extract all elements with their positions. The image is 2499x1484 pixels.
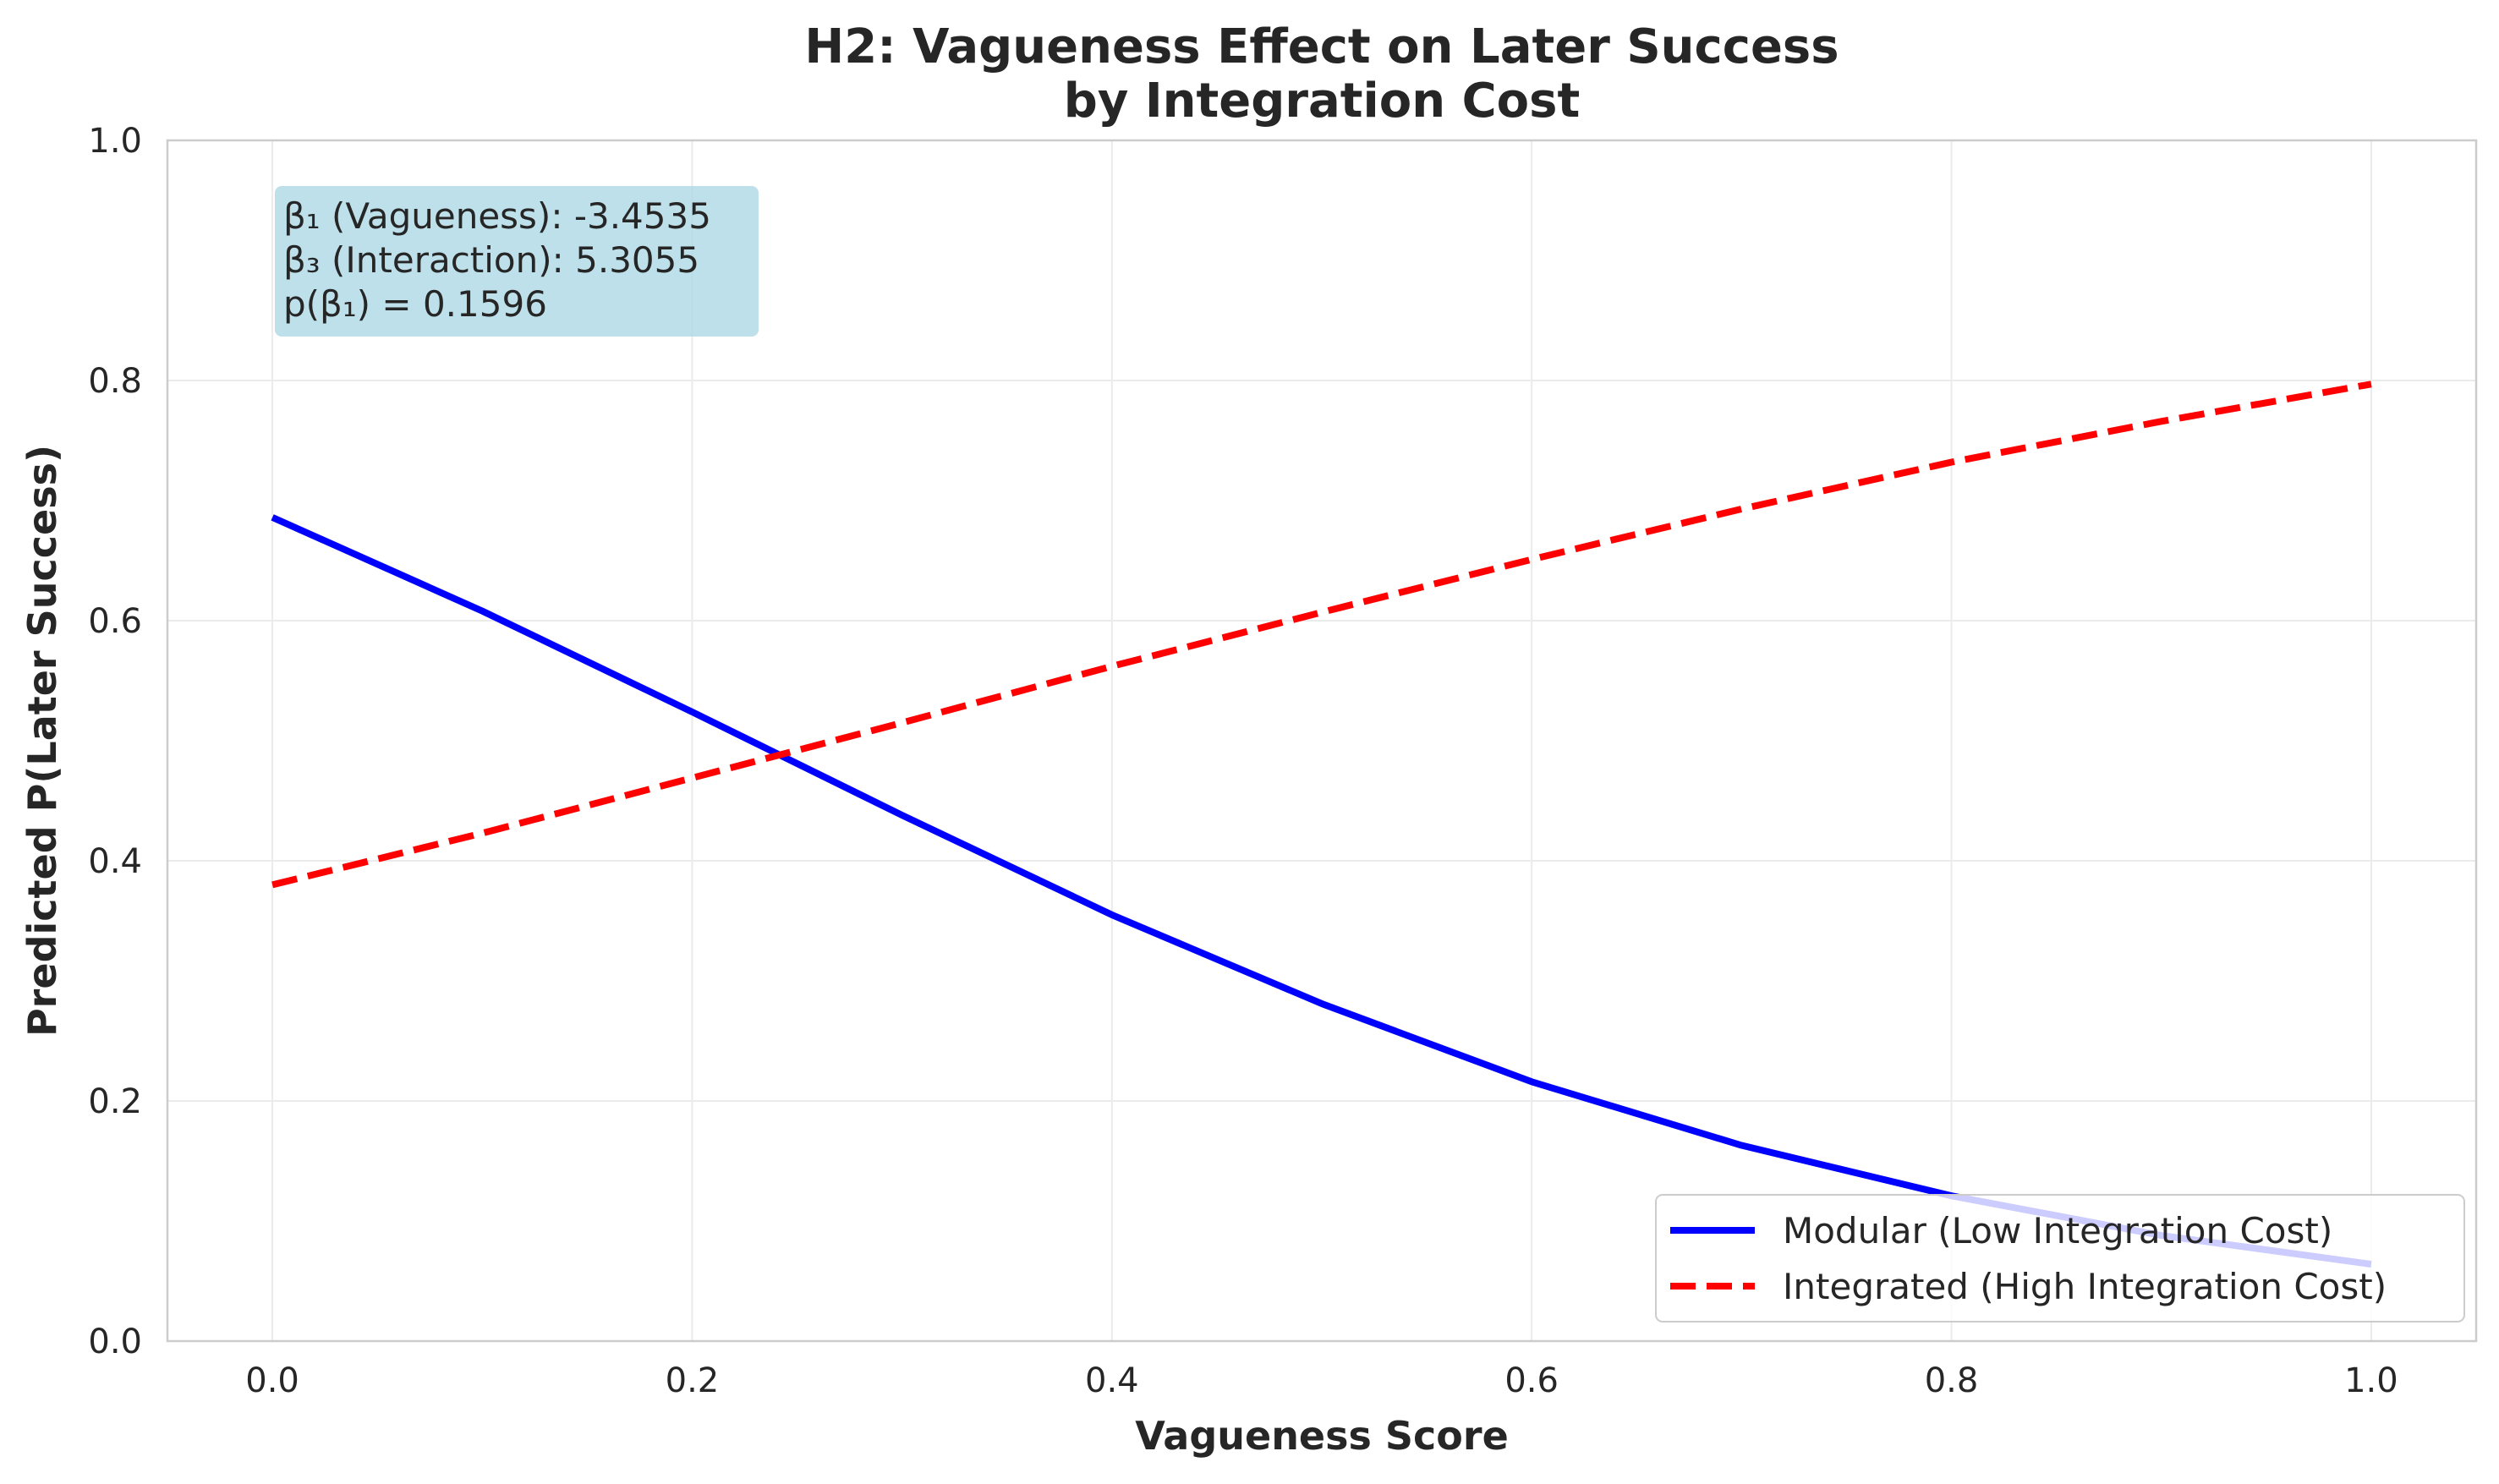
x-tick-label: 0.8 bbox=[1925, 1361, 1979, 1400]
tick-layer: 0.0 0.2 0.4 0.6 0.8 1.0 0.0 0.2 0.4 0.6 0.8 1.0 bbox=[88, 122, 2398, 1400]
y-tick-label: 0.4 bbox=[88, 842, 142, 881]
x-axis-label: Vagueness Score bbox=[1135, 1413, 1509, 1459]
legend-label-integrated: Integrated (High Integration Cost) bbox=[1783, 1266, 2387, 1307]
stats-annotation: β₁ (Vagueness): -3.4535 β₃ (Interaction)… bbox=[275, 186, 759, 337]
y-tick-label: 0.8 bbox=[88, 362, 142, 401]
stats-annotation-line: β₃ (Interaction): 5.3055 bbox=[283, 239, 699, 281]
stats-annotation-line: β₁ (Vagueness): -3.4535 bbox=[283, 195, 711, 237]
x-tick-label: 0.2 bbox=[666, 1361, 720, 1400]
stats-annotation-box bbox=[275, 186, 759, 337]
y-axis-label: Predicted P(Later Success) bbox=[19, 445, 65, 1037]
x-tick-label: 0.6 bbox=[1504, 1361, 1559, 1400]
x-tick-label: 1.0 bbox=[2344, 1361, 2398, 1400]
y-tick-label: 1.0 bbox=[88, 122, 142, 161]
legend-box bbox=[1655, 1194, 2465, 1322]
series-line-modular bbox=[271, 514, 2372, 1268]
chart-title-line-2: by Integration Cost bbox=[1064, 74, 1581, 129]
legend-label-modular: Modular (Low Integration Cost) bbox=[1783, 1210, 2332, 1251]
y-tick-label: 0.0 bbox=[88, 1322, 142, 1361]
x-tick-label: 0.0 bbox=[245, 1361, 299, 1400]
y-tick-label: 0.2 bbox=[88, 1082, 142, 1121]
plot-frame bbox=[166, 139, 2478, 1343]
chart-title-line-1: H2: Vagueness Effect on Later Success bbox=[804, 19, 1839, 74]
series-layer bbox=[271, 381, 2372, 1268]
y-tick-label: 0.6 bbox=[88, 602, 142, 641]
x-tick-label: 0.4 bbox=[1085, 1361, 1139, 1400]
legend: Modular (Low Integration Cost) Integrate… bbox=[1655, 1194, 2465, 1322]
series-line-integrated bbox=[271, 381, 2372, 889]
stats-annotation-line: p(β₁) = 0.1596 bbox=[283, 283, 547, 325]
